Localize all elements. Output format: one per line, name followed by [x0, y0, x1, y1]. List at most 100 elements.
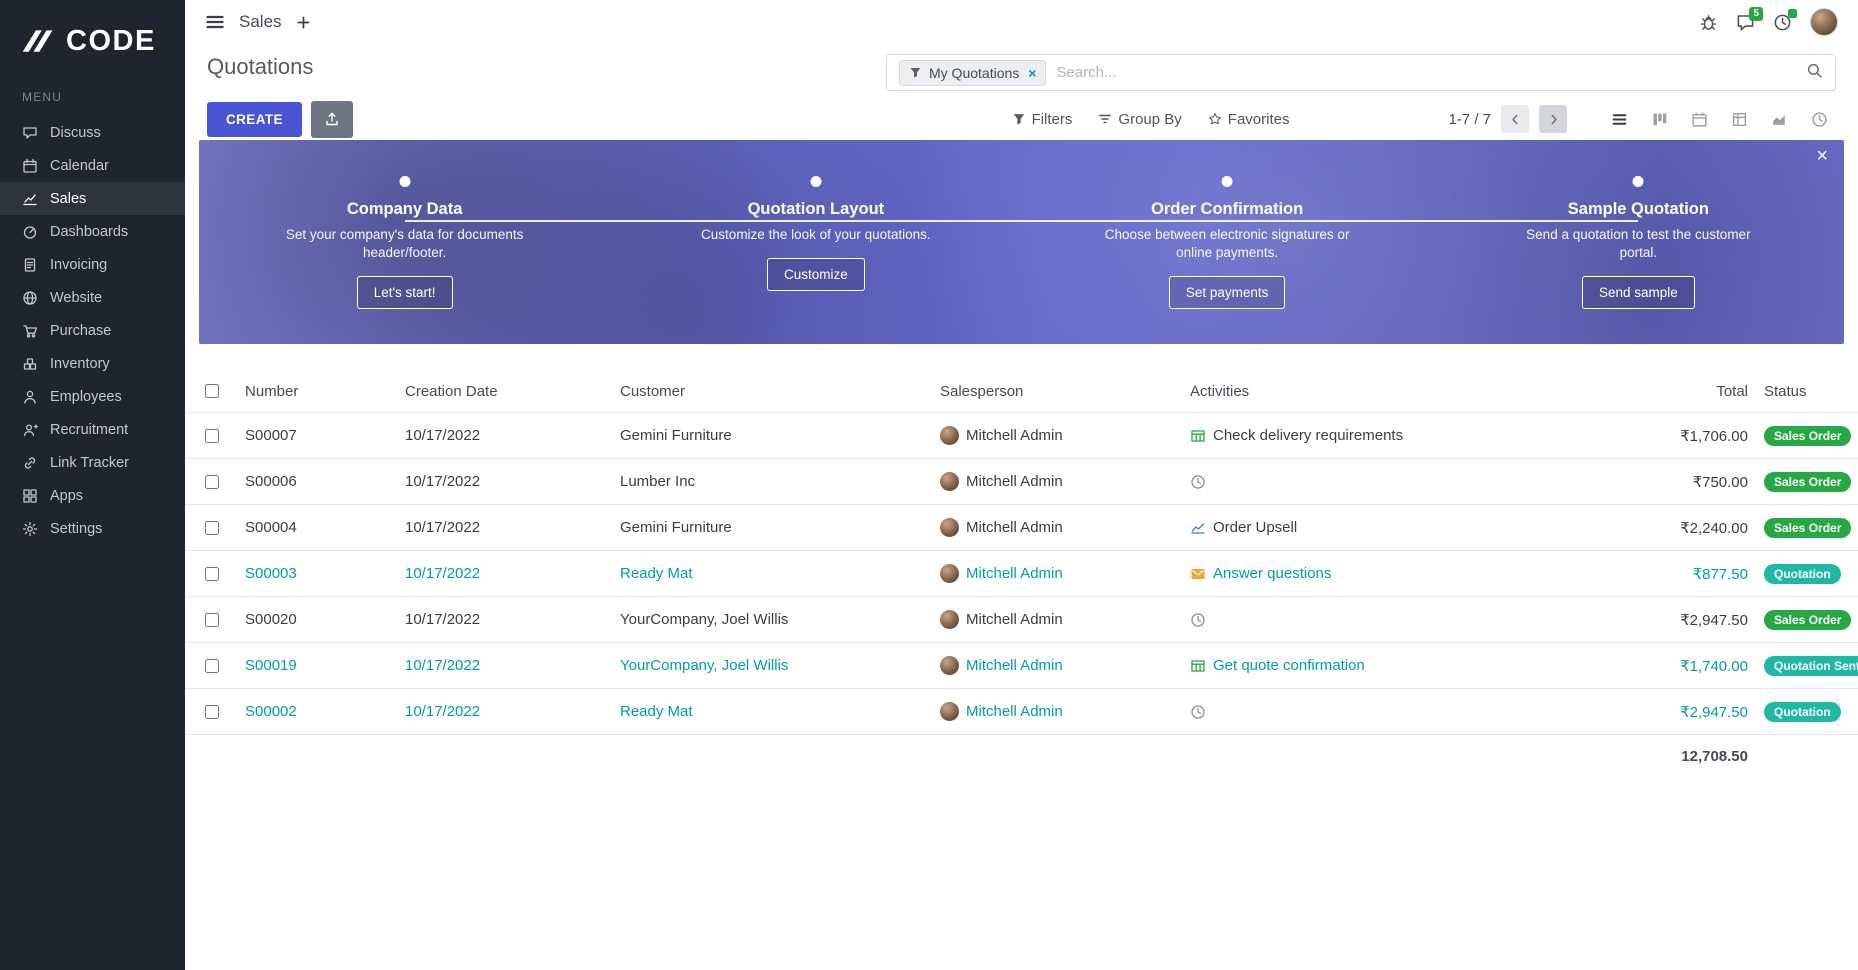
sidebar-item-label: Apps	[50, 487, 84, 504]
view-calendar-button[interactable]	[1682, 104, 1716, 134]
search-facet[interactable]: My Quotations ×	[899, 59, 1047, 86]
sidebar-item-calendar[interactable]: Calendar	[0, 149, 185, 182]
row-creation-date: 10/17/2022	[405, 703, 481, 720]
table-row[interactable]: S00002 10/17/2022 Ready Mat Mitchell Admin ₹…	[185, 688, 1858, 734]
sidebar-item-label: Employees	[50, 388, 122, 405]
create-button[interactable]: CREATE	[207, 101, 302, 137]
table-row[interactable]: S00019 10/17/2022 YourCompany, Joel Willis…	[185, 642, 1858, 688]
sidebar-item-invoicing[interactable]: Invoicing	[0, 248, 185, 281]
status-badge: Sales Order	[1764, 471, 1852, 492]
step-action-button[interactable]: Customize	[766, 258, 865, 292]
sidebar-item-employees[interactable]: Employees	[0, 380, 185, 413]
topbar-left: Sales	[205, 12, 311, 32]
row-customer: YourCompany, Joel Willis	[620, 611, 789, 628]
search-input[interactable]	[1056, 64, 1796, 81]
user-avatar[interactable]	[1810, 8, 1838, 36]
messages-icon[interactable]: 5	[1736, 6, 1763, 32]
kanban-view-icon	[1653, 113, 1666, 125]
sidebar-item-dashboards[interactable]: Dashboards	[0, 215, 185, 248]
sidebar-item-link-tracker[interactable]: Link Tracker	[0, 446, 185, 479]
row-checkbox[interactable]	[205, 428, 219, 443]
row-activity[interactable]	[1190, 474, 1598, 490]
debug-icon[interactable]	[1699, 13, 1718, 32]
row-checkbox[interactable]	[205, 520, 219, 535]
row-activity[interactable]: Answer questions	[1190, 565, 1598, 582]
row-checkbox[interactable]	[205, 704, 219, 719]
view-list-button[interactable]	[1602, 104, 1636, 134]
facet-remove-icon[interactable]: ×	[1028, 64, 1037, 81]
export-button[interactable]	[310, 100, 353, 138]
row-activity[interactable]: Get quote confirmation	[1190, 657, 1598, 674]
sidebar-item-purchase[interactable]: Purchase	[0, 314, 185, 347]
row-checkbox[interactable]	[205, 612, 219, 627]
row-checkbox[interactable]	[205, 658, 219, 673]
column-header-customer[interactable]: Customer	[620, 382, 686, 400]
row-creation-date: 10/17/2022	[405, 519, 481, 536]
search-icon[interactable]	[1806, 62, 1823, 84]
column-header-activities[interactable]: Activities	[1190, 382, 1250, 400]
current-app-name[interactable]: Sales	[239, 12, 282, 31]
step-action-button[interactable]: Send sample	[1581, 276, 1695, 310]
column-header-status[interactable]: Status	[1764, 382, 1807, 400]
onboarding-steps: Company Data Set your company's data for …	[199, 176, 1844, 310]
sidebar-item-discuss[interactable]: Discuss	[0, 116, 185, 149]
row-checkbox[interactable]	[205, 474, 219, 489]
salesperson-name: Mitchell Admin	[966, 703, 1063, 720]
column-header-total[interactable]: Total	[1716, 382, 1748, 400]
plus-icon[interactable]	[296, 15, 311, 30]
row-status: Sales Order	[1748, 471, 1858, 492]
sidebar-item-label: Discuss	[50, 124, 101, 141]
filter-group: Filters Group By Favorites	[1012, 110, 1290, 128]
sidebar-item-sales[interactable]: Sales	[0, 182, 185, 215]
activities-icon[interactable]	[1773, 8, 1797, 32]
filters-button[interactable]: Filters	[1012, 111, 1072, 128]
sidebar-item-recruitment[interactable]: Recruitment	[0, 413, 185, 446]
step-action-button[interactable]: Set payments	[1168, 276, 1286, 310]
row-activity[interactable]: Order Upsell	[1190, 519, 1598, 536]
column-header-number[interactable]: Number	[245, 382, 299, 400]
step-action-button[interactable]: Let's start!	[356, 276, 453, 310]
step-desc: Customize the look of your quotations.	[701, 227, 931, 242]
calendar-view-icon	[1691, 112, 1707, 127]
pager-next-button[interactable]	[1539, 105, 1567, 133]
table-row[interactable]: S00006 10/17/2022 Lumber Inc Mitchell Admin…	[185, 458, 1858, 504]
sidebar-item-website[interactable]: Website	[0, 281, 185, 314]
table-row[interactable]: S00003 10/17/2022 Ready Mat Mitchell Admin A…	[185, 550, 1858, 596]
row-total: ₹1,740.00	[1680, 657, 1748, 675]
sidebar-item-inventory[interactable]: Inventory	[0, 347, 185, 380]
sidebar-item-apps[interactable]: Apps	[0, 479, 185, 512]
row-number: S00007	[245, 427, 297, 444]
row-activity[interactable]: Check delivery requirements	[1190, 427, 1598, 444]
sidebar-item-label: Link Tracker	[50, 454, 129, 471]
row-creation-date: 10/17/2022	[405, 473, 481, 490]
view-kanban-button[interactable]	[1642, 104, 1676, 134]
graph-view-icon	[1772, 114, 1785, 125]
menu-toggle-icon[interactable]	[205, 12, 225, 32]
banner-close-button[interactable]: ×	[1816, 145, 1828, 167]
sidebar-item-label: Recruitment	[50, 421, 129, 438]
favorites-button[interactable]: Favorites	[1208, 110, 1290, 128]
table-row[interactable]: S00020 10/17/2022 YourCompany, Joel Willis…	[185, 596, 1858, 642]
row-total: ₹2,947.50	[1680, 703, 1748, 721]
table-body: S00007 10/17/2022 Gemini Furniture Mitchell…	[185, 412, 1858, 734]
status-badge: Sales Order	[1764, 517, 1852, 538]
row-checkbox-cell	[185, 520, 245, 535]
view-pivot-button[interactable]	[1722, 104, 1756, 134]
table-row[interactable]: S00004 10/17/2022 Gemini Furniture Mitchell…	[185, 504, 1858, 550]
search-bar[interactable]: My Quotations ×	[886, 54, 1836, 91]
brand-logo[interactable]: CODE	[0, 0, 185, 84]
step-title: Order Confirmation	[1151, 200, 1304, 218]
row-checkbox[interactable]	[205, 566, 219, 581]
table-row[interactable]: S00007 10/17/2022 Gemini Furniture Mitchell…	[185, 412, 1858, 458]
favorites-label: Favorites	[1227, 110, 1290, 128]
group-by-button[interactable]: Group By	[1098, 111, 1182, 128]
pager-previous-button[interactable]	[1501, 105, 1529, 133]
view-activity-button[interactable]	[1802, 104, 1836, 134]
column-header-salesperson[interactable]: Salesperson	[940, 382, 1024, 400]
sidebar-item-settings[interactable]: Settings	[0, 512, 185, 545]
column-header-creation-date[interactable]: Creation Date	[405, 382, 498, 400]
row-activity[interactable]	[1190, 612, 1598, 628]
select-all-checkbox[interactable]	[205, 384, 219, 398]
row-activity[interactable]	[1190, 704, 1598, 720]
view-graph-button[interactable]	[1762, 104, 1796, 134]
